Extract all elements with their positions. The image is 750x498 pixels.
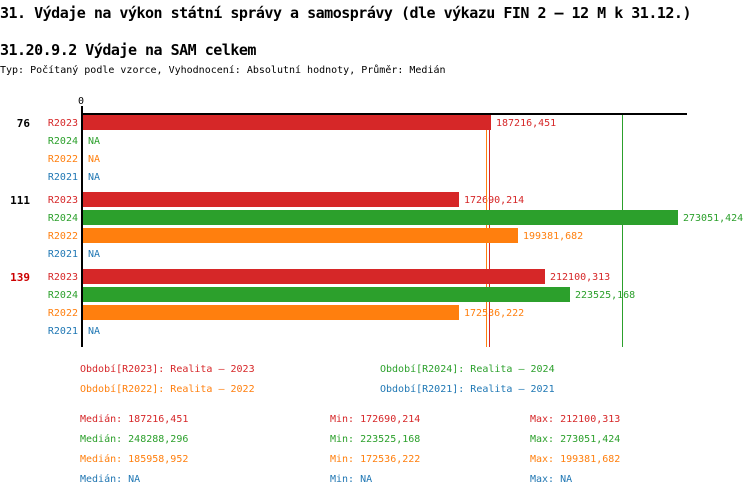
- stat-min-R2023: Min: 172690,214: [330, 414, 421, 425]
- stat-median-R2023: Medián: 187216,451: [80, 414, 189, 425]
- na-value-label: NA: [88, 249, 101, 260]
- group-label: 111: [10, 194, 30, 207]
- indicator-title: 31.20.9.2 Výdaje na SAM celkem: [0, 41, 256, 59]
- group-label: 139: [10, 271, 30, 284]
- bar-R2023: [83, 269, 545, 284]
- row-series-label: R2022: [47, 154, 78, 165]
- row-series-label: R2024: [47, 136, 78, 147]
- bar-R2024: [83, 287, 570, 302]
- row-series-label: R2021: [47, 249, 78, 260]
- bar-value-label: 172690,214: [464, 195, 525, 206]
- bar-R2024: [83, 210, 678, 225]
- page-title: 31. Výdaje na výkon státní správy a samo…: [0, 4, 692, 22]
- row-series-label: R2023: [47, 195, 78, 206]
- bar-value-label: 199381,682: [523, 231, 584, 242]
- stat-max-R2022: Max: 199381,682: [530, 454, 621, 465]
- group-label: 76: [16, 117, 30, 130]
- row-series-label: R2023: [47, 272, 78, 283]
- bar-value-label: 212100,313: [550, 272, 611, 283]
- stat-min-R2022: Min: 172536,222: [330, 454, 421, 465]
- indicator-meta: Typ: Počítaný podle vzorce, Vyhodnocení:…: [0, 65, 446, 76]
- row-series-label: R2024: [47, 213, 78, 224]
- stat-median-R2022: Medián: 185958,952: [80, 454, 189, 465]
- stat-min-R2021: Min: NA: [330, 474, 373, 485]
- bar-R2022: [83, 305, 459, 320]
- row-series-label: R2024: [47, 290, 78, 301]
- axis-top-line: [81, 113, 687, 115]
- row-series-label: R2022: [47, 231, 78, 242]
- row-series-label: R2021: [47, 326, 78, 337]
- legend-item-R2021: Období[R2021]: Realita – 2021: [380, 384, 555, 395]
- na-value-label: NA: [88, 136, 101, 147]
- bar-value-label: 223525,168: [575, 290, 636, 301]
- legend-item-R2022: Období[R2022]: Realita – 2022: [80, 384, 255, 395]
- bar-R2023: [83, 115, 491, 130]
- bar-value-label: 187216,451: [496, 118, 557, 129]
- legend-item-R2023: Období[R2023]: Realita – 2023: [80, 364, 255, 375]
- bar-value-label: 273051,424: [683, 213, 744, 224]
- row-series-label: R2023: [47, 118, 78, 129]
- stat-max-R2021: Max: NA: [530, 474, 573, 485]
- stat-median-R2024: Medián: 248288,296: [80, 434, 189, 445]
- bar-R2023: [83, 192, 459, 207]
- axis-vertical-line: [81, 106, 83, 347]
- legend-item-R2024: Období[R2024]: Realita – 2024: [380, 364, 555, 375]
- na-value-label: NA: [88, 172, 101, 183]
- row-series-label: R2021: [47, 172, 78, 183]
- stat-median-R2021: Medián: NA: [80, 474, 141, 485]
- na-value-label: NA: [88, 326, 101, 337]
- axis-zero-tick-label: 0: [77, 96, 85, 107]
- bar-R2022: [83, 228, 518, 243]
- row-series-label: R2022: [47, 308, 78, 319]
- stat-max-R2024: Max: 273051,424: [530, 434, 621, 445]
- na-value-label: NA: [88, 154, 101, 165]
- stat-min-R2024: Min: 223525,168: [330, 434, 421, 445]
- stat-max-R2023: Max: 212100,313: [530, 414, 621, 425]
- median-line-R2024: [622, 115, 623, 347]
- bar-value-label: 172536,222: [464, 308, 525, 319]
